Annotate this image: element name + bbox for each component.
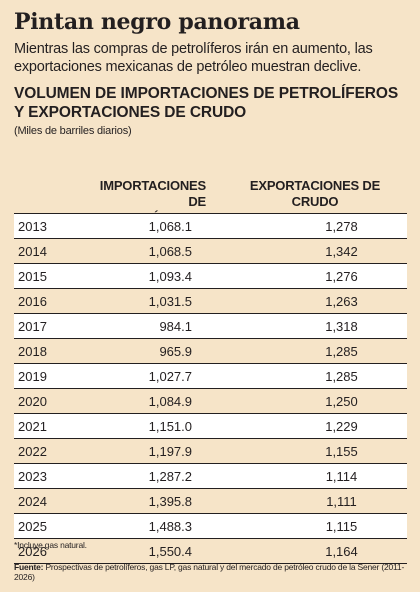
table-row: 2013 1,068.1 1,278 <box>14 213 407 239</box>
table-row: 2021 1,151.0 1,229 <box>14 413 407 439</box>
exports-cell: 1,276 <box>192 263 407 289</box>
exports-cell: 1,111 <box>192 488 407 514</box>
table-title-line1: VOLUMEN DE IMPORTACIONES DE PETROLÍFEROS <box>14 85 399 102</box>
exports-cell: 1,278 <box>192 213 407 239</box>
units-label: (Miles de barriles diarios) <box>14 125 132 137</box>
imports-cell: 1,031.5 <box>88 288 192 314</box>
year-cell: 2022 <box>14 438 88 464</box>
table-title: VOLUMEN DE IMPORTACIONES DE PETROLÍFEROS… <box>14 84 408 122</box>
imports-cell: 1,068.1 <box>88 213 192 239</box>
exports-cell: 1,155 <box>192 438 407 464</box>
exports-cell: 1,263 <box>192 288 407 314</box>
imports-cell: 1,488.3 <box>88 513 192 539</box>
exports-cell: 1,229 <box>192 413 407 439</box>
data-table: 2013 1,068.1 1,278 2014 1,068.5 1,342 2015 1,09… <box>14 213 407 564</box>
table-row: 2020 1,084.9 1,250 <box>14 388 407 414</box>
imports-header-line1: IMPORTACIONES <box>99 178 206 193</box>
exports-cell: 1,318 <box>192 313 407 339</box>
source-label: Fuente: <box>14 562 44 572</box>
year-cell: 2015 <box>14 263 88 289</box>
table-title-line2: Y EXPORTACIONES DE CRUDO <box>14 104 247 121</box>
imports-cell: 1,027.7 <box>88 363 192 389</box>
year-cell: 2019 <box>14 363 88 389</box>
exports-cell: 1,285 <box>192 338 407 364</box>
imports-cell: 1,197.9 <box>88 438 192 464</box>
imports-cell: 1,287.2 <box>88 463 192 489</box>
table-row: 2015 1,093.4 1,276 <box>14 263 407 289</box>
exports-cell: 1,114 <box>192 463 407 489</box>
source-line: Fuente: Prospectivas de petrolíferos, ga… <box>14 562 414 582</box>
year-cell: 2016 <box>14 288 88 314</box>
exports-cell: 1,285 <box>192 363 407 389</box>
headline: Pintan negro panorama <box>14 9 300 35</box>
imports-cell: 1,151.0 <box>88 413 192 439</box>
imports-cell: 1,093.4 <box>88 263 192 289</box>
year-cell: 2018 <box>14 338 88 364</box>
table-row: 2018 965.9 1,285 <box>14 338 407 364</box>
imports-cell: 965.9 <box>88 338 192 364</box>
table-row: 2026 1,550.4 1,164 <box>14 538 407 564</box>
source-text: Prospectivas de petrolíferos, gas LP, ga… <box>14 562 405 582</box>
exports-cell: 1,115 <box>192 513 407 539</box>
year-cell: 2025 <box>14 513 88 539</box>
table-row: 2019 1,027.7 1,285 <box>14 363 407 389</box>
table-row: 2017 984.1 1,318 <box>14 313 407 339</box>
year-cell: 2024 <box>14 488 88 514</box>
table-row: 2016 1,031.5 1,263 <box>14 288 407 314</box>
exports-cell: 1,342 <box>192 238 407 264</box>
imports-cell: 984.1 <box>88 313 192 339</box>
year-cell: 2026 <box>14 538 88 564</box>
table-row: 2025 1,488.3 1,115 <box>14 513 407 539</box>
table-row: 2024 1,395.8 1,111 <box>14 488 407 514</box>
table-row: 2014 1,068.5 1,342 <box>14 238 407 264</box>
year-cell: 2020 <box>14 388 88 414</box>
imports-cell: 1,550.4 <box>88 538 192 564</box>
exports-cell: 1,250 <box>192 388 407 414</box>
year-cell: 2021 <box>14 413 88 439</box>
year-cell: 2023 <box>14 463 88 489</box>
year-cell: 2017 <box>14 313 88 339</box>
deck-text: Mientras las compras de petrolíferos irá… <box>14 41 373 75</box>
imports-cell: 1,084.9 <box>88 388 192 414</box>
footnote: *Incluye gas natural. <box>14 540 87 550</box>
header-block: Pintan negro panorama Mientras las compr… <box>14 8 408 137</box>
table-row: 2023 1,287.2 1,114 <box>14 463 407 489</box>
year-cell: 2014 <box>14 238 88 264</box>
imports-cell: 1,068.5 <box>88 238 192 264</box>
imports-cell: 1,395.8 <box>88 488 192 514</box>
exports-column-header: EXPORTACIONES DE CRUDO <box>249 178 381 209</box>
exports-cell: 1,164 <box>192 538 407 564</box>
table-row: 2022 1,197.9 1,155 <box>14 438 407 464</box>
year-cell: 2013 <box>14 213 88 239</box>
